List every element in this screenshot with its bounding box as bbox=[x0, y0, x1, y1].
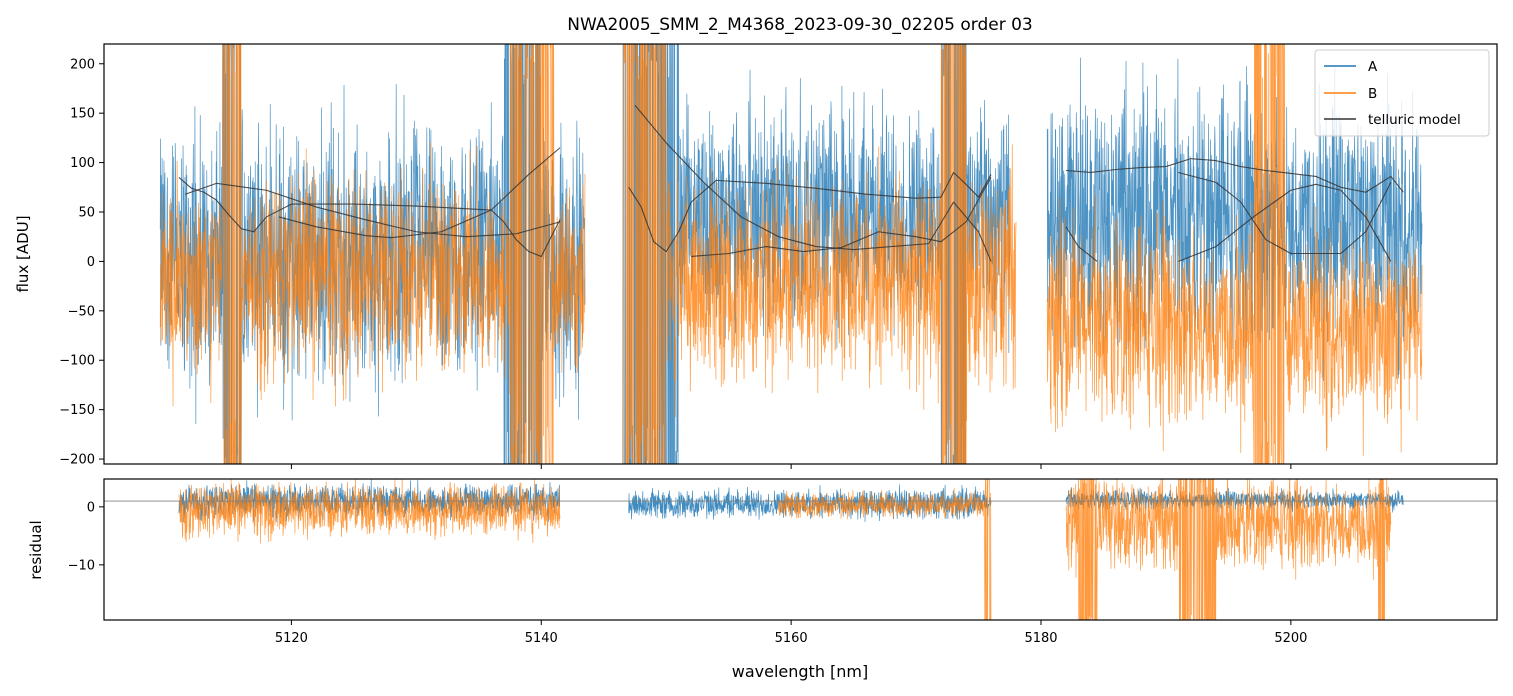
legend-label-b: B bbox=[1368, 86, 1377, 102]
flux-ytick-label-6: 100 bbox=[70, 156, 95, 171]
legend: A B telluric model bbox=[1314, 49, 1490, 137]
residual-b-segment-2 bbox=[778, 479, 992, 620]
residual-b-segment-3 bbox=[1065, 479, 1392, 620]
telluric-model-segment-7 bbox=[1065, 158, 1404, 193]
flux-x-ticks bbox=[290, 464, 1292, 469]
flux-y-ticks: −200 −150 −100 −50 0 50 100 150 200 bbox=[59, 57, 104, 468]
series-b-segment-2 bbox=[622, 44, 1017, 464]
legend-label-model: telluric model bbox=[1368, 112, 1461, 128]
residual-panel: −10 0 5120 5140 5160 5180 5200 residual wavel… bbox=[27, 478, 1498, 681]
telluric-model-segment-4 bbox=[628, 171, 992, 253]
flux-panel: −200 −150 −100 −50 0 50 100 150 200 flux [ADU] A… bbox=[14, 43, 1498, 469]
flux-plot-area bbox=[159, 44, 1423, 464]
residual-x-ticks: 5120 5140 5160 5180 5200 bbox=[275, 620, 1307, 646]
series-a-segment-2 bbox=[622, 44, 1011, 464]
series-a-segment-1 bbox=[159, 44, 586, 464]
flux-axes-frame bbox=[103, 43, 1498, 465]
flux-ytick-label-8: 200 bbox=[70, 57, 95, 72]
legend-frame bbox=[1314, 49, 1490, 137]
flux-ytick-label-2: −100 bbox=[59, 354, 95, 369]
residual-y-ticks: −10 0 bbox=[68, 500, 104, 573]
residual-ytick-label-1: 0 bbox=[87, 500, 95, 515]
telluric-model-segment-1 bbox=[178, 176, 561, 258]
residual-axes-frame bbox=[103, 478, 1498, 621]
residual-b-segment-1 bbox=[178, 479, 561, 544]
series-b-segment-3 bbox=[1046, 44, 1423, 464]
x-axis-label: wavelength [nm] bbox=[732, 662, 869, 681]
legend-label-a: A bbox=[1368, 59, 1378, 75]
residual-plot-area bbox=[104, 479, 1497, 620]
flux-ytick-label-3: −50 bbox=[68, 304, 95, 319]
telluric-model-segment-3 bbox=[278, 147, 561, 239]
flux-ytick-label-0: −200 bbox=[59, 453, 95, 468]
telluric-model-segment-9 bbox=[1178, 183, 1392, 262]
x-tick-label-2: 5160 bbox=[775, 631, 808, 646]
telluric-model-segment-6 bbox=[691, 177, 992, 258]
flux-ytick-label-5: 50 bbox=[78, 206, 95, 221]
chart-title: NWA2005_SMM_2_M4368_2023-09-30_02205 ord… bbox=[567, 15, 1033, 35]
x-tick-label-0: 5120 bbox=[275, 631, 308, 646]
flux-y-label: flux [ADU] bbox=[14, 215, 32, 292]
residual-ytick-label-0: −10 bbox=[68, 558, 95, 573]
telluric-model-segment-10 bbox=[1178, 171, 1392, 255]
series-b-segment-1 bbox=[159, 44, 586, 464]
residual-y-label: residual bbox=[27, 520, 45, 579]
telluric-model-segment-2 bbox=[185, 182, 561, 238]
flux-ytick-label-4: 0 bbox=[87, 255, 95, 270]
telluric-model-segment-8 bbox=[1065, 226, 1098, 262]
x-tick-label-1: 5140 bbox=[525, 631, 558, 646]
x-tick-label-3: 5180 bbox=[1024, 631, 1057, 646]
flux-ytick-label-7: 150 bbox=[70, 107, 95, 122]
x-tick-label-4: 5200 bbox=[1274, 631, 1307, 646]
series-a-segment-3 bbox=[1046, 57, 1423, 381]
flux-ytick-label-1: −150 bbox=[59, 403, 95, 418]
